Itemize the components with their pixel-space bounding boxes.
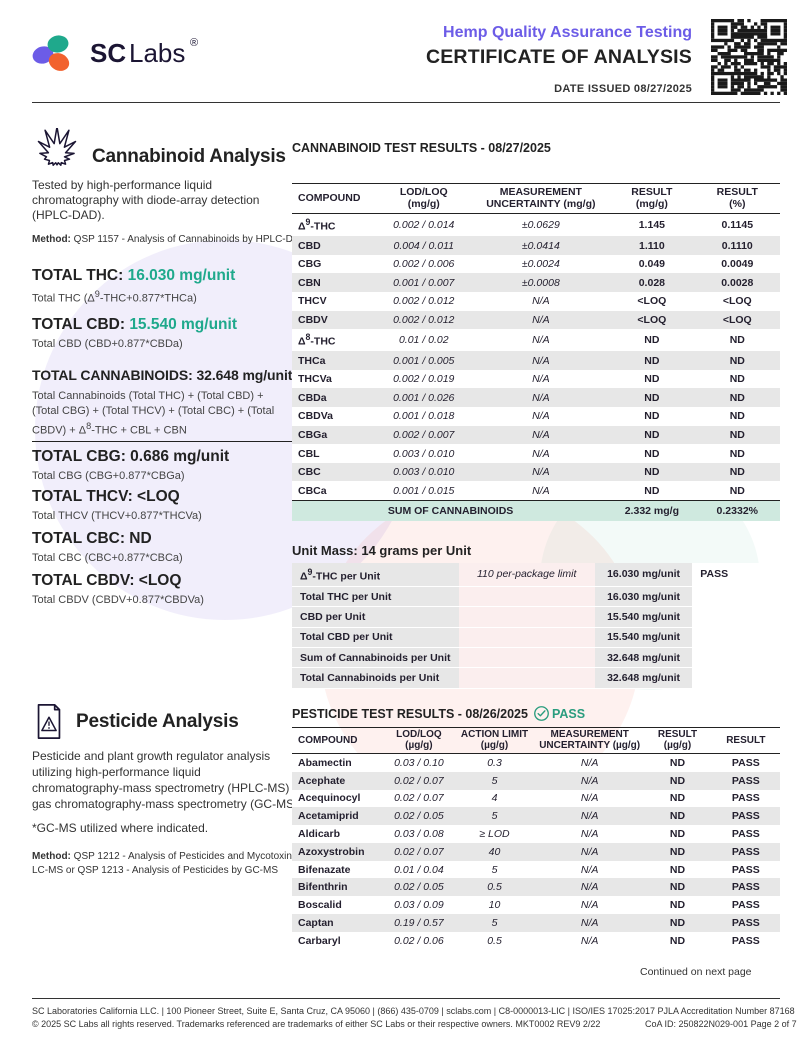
svg-text:Labs: Labs xyxy=(129,38,185,68)
svg-text:®: ® xyxy=(190,37,198,49)
svg-text:SC: SC xyxy=(90,38,126,68)
